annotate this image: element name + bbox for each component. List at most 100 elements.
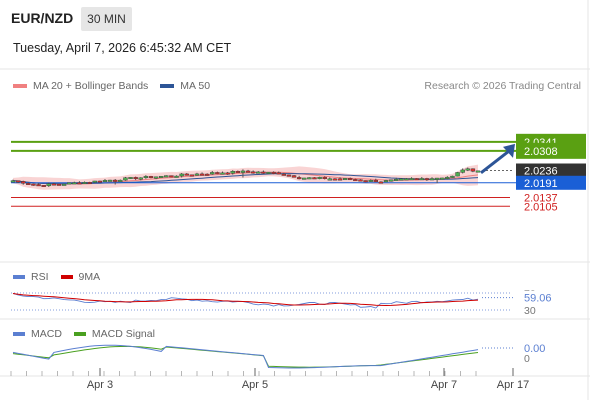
- support-label: 2.0105: [524, 201, 558, 213]
- candle-body: [72, 182, 77, 185]
- candle-body: [179, 173, 184, 177]
- candle-body: [245, 170, 251, 173]
- candle-body: [194, 173, 200, 176]
- candle-body: [225, 172, 230, 175]
- candle-body: [337, 178, 343, 181]
- candle-body: [107, 179, 113, 182]
- candle-body: [342, 178, 348, 181]
- x-axis: Apr 3 Apr 5 Apr 7 Apr 17: [10, 368, 529, 391]
- interval-badge[interactable]: 30 MIN: [81, 7, 132, 31]
- macd-line: [12, 344, 479, 369]
- candle-body: [445, 176, 450, 179]
- last-price-label-bg: [516, 163, 586, 178]
- legend-swatch-ma50: [160, 84, 175, 88]
- candle-body: [302, 177, 307, 180]
- candle-body: [409, 178, 414, 181]
- candle-body: [312, 177, 317, 180]
- candle-body: [470, 168, 476, 172]
- candle-body: [250, 171, 256, 174]
- candle-body: [148, 176, 154, 179]
- candle-body: [21, 181, 26, 184]
- chart-header: EUR/NZD 30 MIN Tuesday, April 7, 2026 6:…: [0, 0, 590, 70]
- candle-body: [112, 179, 118, 182]
- legend-item-rsi: RSI: [13, 271, 49, 283]
- legend-label-rsi: RSI: [31, 271, 49, 283]
- candle-body: [36, 184, 41, 187]
- rsi-label-30: 30: [524, 305, 536, 317]
- candle-body: [41, 185, 46, 187]
- candle-body: [220, 172, 225, 175]
- macd-signal-line: [12, 345, 479, 368]
- legend-label-macd-signal: MACD Signal: [91, 328, 155, 340]
- candle-body: [210, 172, 215, 175]
- candle-body: [56, 183, 62, 186]
- candle-body: [97, 180, 103, 183]
- rsi-legend: RSI 9MA: [13, 271, 112, 283]
- candle-body: [158, 175, 164, 178]
- candle-body: [353, 179, 358, 182]
- bollinger-band: [13, 164, 478, 190]
- resistance-label: 2.0308: [524, 146, 558, 158]
- last-price-label: 2.0236: [524, 166, 558, 178]
- macd-zero-label: 0: [524, 353, 530, 365]
- candle-body: [138, 177, 143, 180]
- candle-body: [143, 176, 149, 179]
- candle-body: [10, 180, 16, 183]
- candle-body: [184, 173, 189, 176]
- legend-label-ma20: MA 20 + Bollinger Bands: [33, 80, 149, 92]
- candle-body: [322, 177, 327, 180]
- resistance-label-bg: [516, 142, 586, 159]
- candle-body: [128, 177, 133, 180]
- candle-body: [92, 180, 97, 183]
- legend-swatch-9ma: [60, 275, 73, 279]
- candle-body: [394, 178, 399, 181]
- candle-body: [475, 170, 481, 173]
- candle-body: [378, 181, 384, 184]
- candle-body: [215, 172, 220, 175]
- candle-body: [368, 179, 373, 182]
- candle-body: [15, 180, 21, 183]
- candle-body: [424, 178, 430, 181]
- legend-item-ma50: MA 50: [160, 80, 210, 92]
- candle-body: [419, 178, 424, 181]
- candle-body: [327, 178, 333, 181]
- legend-label-macd: MACD: [31, 328, 62, 340]
- rsi-panel: 703059.06: [11, 288, 556, 317]
- candle-body: [399, 178, 404, 181]
- candle-body: [332, 178, 338, 181]
- pivot-label-bg: [516, 175, 586, 190]
- main-legend: MA 20 + Bollinger Bands MA 50: [13, 80, 222, 92]
- candle-body: [174, 175, 179, 178]
- candle-body: [455, 172, 460, 177]
- x-tick-label: Apr 3: [87, 379, 113, 391]
- datetime-label: Tuesday, April 7, 2026 6:45:32 AM CET: [13, 41, 232, 55]
- rsi-value-bg: [520, 290, 556, 305]
- legend-item-macd-signal: MACD Signal: [73, 328, 155, 340]
- candle-body: [77, 182, 82, 185]
- legend-item-macd: MACD: [13, 328, 62, 340]
- symbol-title: EUR/NZD: [11, 10, 74, 26]
- candle-body: [26, 183, 31, 186]
- candle-body: [460, 169, 465, 173]
- candle-body: [31, 183, 36, 186]
- legend-label-ma50: MA 50: [180, 80, 211, 92]
- x-tick-label: Apr 7: [431, 379, 457, 391]
- candle-body: [61, 183, 67, 186]
- candle-body: [67, 182, 72, 185]
- rsi-9ma-line: [12, 293, 479, 307]
- legend-item-ma20-bollinger: MA 20 + Bollinger Bands: [13, 80, 148, 92]
- candle-body: [240, 170, 246, 173]
- candle-body: [266, 171, 271, 174]
- candle-body: [383, 180, 389, 183]
- candle-body: [286, 174, 292, 177]
- candle-body: [276, 172, 281, 175]
- candle-body: [358, 179, 363, 182]
- legend-swatch-ma20: [13, 84, 27, 88]
- candle-body: [261, 171, 266, 174]
- x-tick-label: Apr 5: [242, 379, 268, 391]
- legend-swatch-macd: [13, 332, 25, 336]
- rsi-line: [12, 293, 479, 309]
- macd-legend: MACD MACD Signal: [13, 328, 167, 340]
